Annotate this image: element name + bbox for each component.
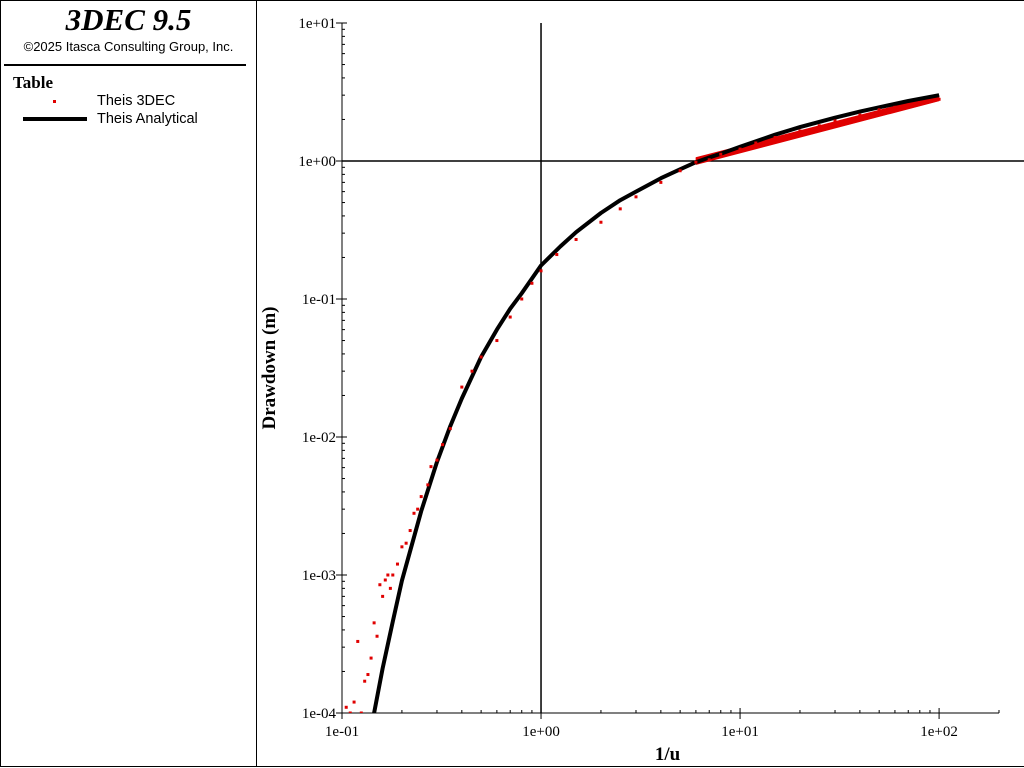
theis-3dec-point	[659, 180, 663, 184]
theis-3dec-point	[344, 705, 348, 709]
theis-3dec-point	[372, 621, 376, 625]
theis-3dec-point	[375, 634, 379, 638]
theis-3dec-point	[391, 573, 395, 577]
theis-3dec-point	[388, 586, 392, 590]
theis-3dec-point	[738, 147, 742, 151]
y-tick-label: 1e+00	[298, 154, 336, 170]
theis-3dec-point	[460, 385, 464, 389]
theis-3dec-point	[352, 700, 356, 704]
legend-item-theis-analytical: Theis Analytical	[15, 111, 250, 127]
theis-3dec-point	[359, 711, 363, 713]
theis-3dec-point	[858, 113, 862, 117]
legend-label-theis-3dec: Theis 3DEC	[97, 93, 176, 109]
x-axis-title: 1/u	[655, 744, 681, 765]
y-tick-label: 1e-03	[302, 568, 336, 584]
theis-3dec-point	[817, 124, 821, 128]
theis-3dec-point	[508, 315, 512, 319]
y-axis-title: Drawdown (m)	[259, 307, 280, 430]
theis-3dec-point	[366, 673, 370, 677]
theis-3dec-point	[634, 195, 638, 199]
legend-line-swatch	[23, 117, 87, 121]
plot-panel: 1e-04 1e-03 1e-02 1e-01 1e+00 1e+01 1e-01 1e+00…	[256, 0, 1024, 767]
theis-3dec-point	[369, 656, 373, 660]
theis-3dec-point	[408, 529, 412, 533]
theis-3dec-point	[520, 297, 524, 301]
theis-3dec-point	[363, 679, 367, 683]
legend-marker-swatch	[53, 100, 56, 103]
legend-label-theis-analytical: Theis Analytical	[97, 111, 198, 127]
theis-3dec-point	[416, 507, 420, 511]
y-tick-label: 1e-01	[302, 292, 336, 308]
theis-3dec-point	[833, 119, 837, 123]
theis-3dec-point	[530, 281, 534, 285]
theis-3dec-point	[412, 511, 416, 515]
y-tick-label: 1e-04	[302, 706, 337, 722]
legend-item-theis-3dec: Theis 3DEC	[15, 93, 250, 109]
theis-3dec-point	[599, 220, 603, 224]
theis-3dec-point	[495, 339, 499, 343]
theis-3dec-point	[893, 105, 897, 109]
theis-3dec-point	[419, 495, 423, 499]
theis-3dec-point	[378, 583, 382, 587]
theis-3dec-point	[348, 711, 352, 713]
legend-panel: 3DEC 9.5 ©2025 Itasca Consulting Group, …	[0, 0, 257, 767]
theis-3dec-point	[574, 237, 578, 241]
theis-3dec-point	[386, 573, 390, 577]
theis-3dec-point	[470, 369, 474, 373]
y-tick-label: 1e-02	[302, 430, 336, 446]
legend-heading: Table	[13, 73, 54, 92]
theis-3dec-point	[539, 269, 543, 273]
theis-3dec-point	[356, 639, 360, 643]
theis-analytical-line	[372, 93, 940, 713]
theis-3dec-point	[426, 483, 430, 487]
x-tick-label: 1e+01	[721, 724, 759, 740]
theis-3dec-point	[937, 97, 941, 101]
theis-3dec-point	[877, 108, 881, 112]
theis-3dec-point	[395, 562, 399, 566]
theis-3dec-point	[404, 541, 408, 545]
theis-3dec-point	[754, 141, 758, 145]
theis-3dec-point	[906, 103, 910, 107]
theis-3dec-point	[435, 458, 439, 462]
theis-3dec-point	[707, 158, 711, 162]
x-tick-label: 1e-01	[325, 724, 359, 740]
theis-3dec-point	[429, 465, 433, 469]
copyright-notice: ©2025 Itasca Consulting Group, Inc.	[23, 39, 234, 54]
theis-3dec-point	[719, 152, 723, 156]
theis-3dec-point	[383, 578, 387, 582]
theis-3dec-point	[441, 443, 445, 447]
x-tick-label: 1e+02	[920, 724, 958, 740]
theis-3dec-point	[798, 129, 802, 133]
theis-3dec-point	[694, 160, 698, 164]
theis-3dec-point	[381, 594, 385, 598]
theis-3dec-point	[555, 253, 559, 257]
theis-3dec-point	[773, 136, 777, 140]
theis-3dec-point	[928, 99, 932, 103]
title-divider	[4, 64, 246, 66]
theis-3dec-point	[400, 545, 404, 549]
theis-chart: 1e-04 1e-03 1e-02 1e-01 1e+00 1e+01 1e-01 1e+00…	[259, 16, 1024, 765]
y-tick-label: 1e+01	[298, 16, 336, 32]
theis-3dec-point	[448, 427, 452, 431]
theis-3dec-point	[479, 355, 483, 359]
app-title: 3DEC 9.5	[65, 2, 192, 37]
theis-3dec-point	[678, 169, 682, 173]
theis-3dec-point	[918, 101, 922, 105]
x-tick-label: 1e+00	[522, 724, 560, 740]
theis-3dec-point	[618, 207, 622, 211]
